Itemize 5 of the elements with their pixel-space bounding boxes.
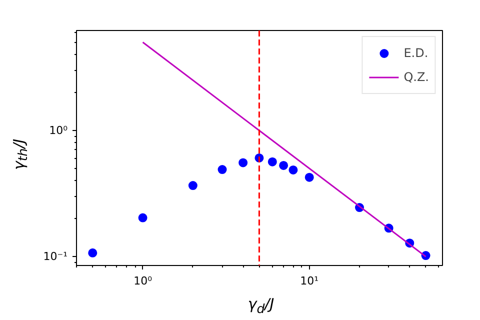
x-tick-label: 10¹ — [300, 274, 319, 288]
legend-label: E.D. — [404, 46, 428, 60]
legend-label: Q.Z. — [404, 70, 429, 84]
y-tick-label: 10⁻¹ — [43, 250, 68, 264]
x-axis-title: γ$_{d}$/J — [246, 295, 276, 318]
